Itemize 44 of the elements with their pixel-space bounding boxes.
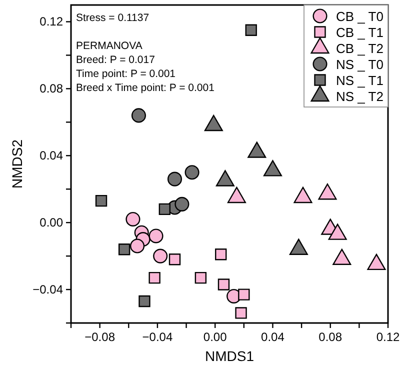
y-tick-label: 0.08 <box>40 82 64 96</box>
point <box>153 248 168 264</box>
x-tick-label: −0.08 <box>84 330 116 344</box>
point <box>118 244 130 256</box>
x-tick-label: 0.04 <box>261 330 285 344</box>
annotation: Time point: P = 0.001 <box>76 68 176 80</box>
point <box>215 248 227 260</box>
point <box>126 212 140 226</box>
annotation: Breed: P = 0.017 <box>76 54 156 66</box>
point <box>95 194 108 207</box>
legend-label: CB _ T0 <box>336 9 384 24</box>
point <box>167 172 182 186</box>
legend-label: CB _ T1 <box>336 25 384 40</box>
x-tick-label: −0.04 <box>142 330 173 344</box>
legend-label: NS _ T1 <box>336 73 384 88</box>
y-tick-label: −0.04 <box>32 282 64 297</box>
x-tick-label: 0.08 <box>318 330 342 344</box>
annotation: Breed x Time point: P = 0.001 <box>76 82 215 94</box>
legend-label: CB _ T2 <box>336 41 384 56</box>
point <box>158 203 171 216</box>
point <box>138 295 150 308</box>
y-axis-title: NMDS2 <box>9 139 25 189</box>
legend-label: NS _ T0 <box>336 57 384 72</box>
point <box>148 272 160 284</box>
point <box>194 272 207 284</box>
x-axis-title: NMDS1 <box>204 348 254 364</box>
y-tick-label: 0.04 <box>40 148 64 163</box>
point <box>130 238 145 254</box>
point <box>235 307 247 319</box>
x-tick-label: 0.00 <box>203 330 228 344</box>
point <box>238 288 250 300</box>
point <box>168 254 181 266</box>
annotation: PERMANOVA <box>76 40 142 52</box>
y-tick-label: 0.00 <box>40 216 64 230</box>
point <box>245 24 257 36</box>
x-tick-label: 0.12 <box>376 330 400 344</box>
annotation: Stress = 0.1137 <box>76 12 150 24</box>
point <box>131 108 146 123</box>
point <box>218 278 230 290</box>
legend-label: NS _ T2 <box>336 89 384 104</box>
point <box>148 228 164 244</box>
point <box>184 165 200 180</box>
y-tick-label: 0.12 <box>40 14 64 29</box>
point <box>174 196 190 212</box>
